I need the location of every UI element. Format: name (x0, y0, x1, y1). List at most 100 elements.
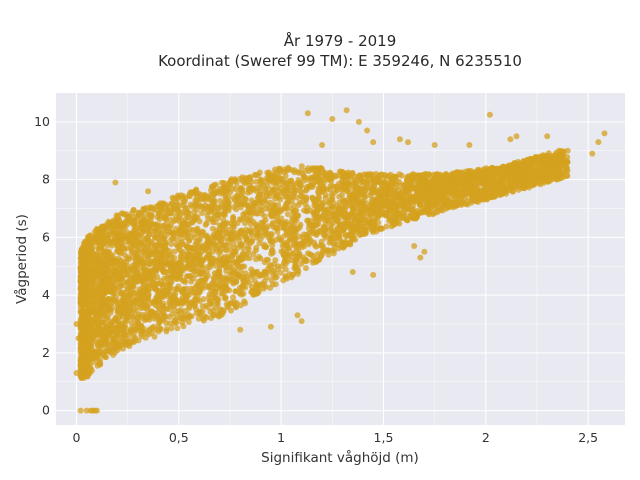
data-point (188, 219, 195, 226)
data-point (223, 286, 230, 293)
data-point (282, 203, 289, 210)
data-point (87, 232, 94, 239)
data-point (233, 206, 240, 213)
data-point (142, 334, 149, 341)
data-point (392, 220, 398, 227)
data-point (257, 255, 264, 262)
data-point (158, 317, 165, 324)
data-point (194, 230, 201, 237)
data-point (215, 269, 222, 276)
data-point (163, 201, 170, 208)
data-point (171, 320, 177, 327)
data-point (362, 187, 369, 194)
data-point (130, 283, 137, 290)
data-point (186, 193, 193, 200)
data-point (308, 228, 315, 235)
data-point (400, 212, 407, 219)
data-point (254, 231, 261, 238)
data-point (253, 223, 260, 230)
data-point (369, 171, 376, 178)
data-point (84, 373, 91, 380)
data-point (319, 248, 326, 255)
data-point (217, 285, 224, 292)
data-point (121, 338, 127, 345)
data-point (116, 314, 123, 321)
data-point (250, 251, 257, 257)
data-point (365, 210, 372, 217)
data-point (118, 321, 125, 328)
data-point (148, 214, 155, 221)
data-point (217, 226, 224, 232)
data-point (186, 237, 193, 244)
data-point (116, 284, 123, 291)
data-point (267, 189, 273, 196)
data-point (133, 231, 140, 237)
data-point (282, 273, 289, 280)
data-point (203, 268, 210, 275)
data-point (181, 308, 188, 314)
data-point (533, 156, 539, 163)
data-point (316, 256, 323, 263)
data-point (297, 240, 304, 247)
data-point (320, 243, 327, 250)
data-point (291, 188, 298, 195)
data-point (414, 207, 421, 214)
data-point (121, 264, 128, 271)
data-point (198, 210, 205, 217)
data-point (375, 193, 382, 200)
data-point (367, 201, 374, 208)
data-point (202, 202, 209, 208)
data-point (161, 289, 168, 296)
data-point (94, 228, 101, 234)
data-point (256, 193, 263, 200)
data-point (342, 197, 349, 204)
data-point (213, 234, 220, 241)
data-point (249, 269, 256, 275)
data-point (231, 301, 238, 308)
data-point (507, 183, 514, 190)
data-point (298, 182, 305, 189)
data-point (328, 210, 335, 217)
data-point (243, 251, 249, 258)
data-point (398, 192, 405, 199)
data-point (146, 316, 153, 323)
data-point (404, 217, 411, 224)
data-point (158, 207, 165, 214)
data-point (432, 197, 439, 204)
data-point (249, 202, 256, 209)
data-point (193, 247, 200, 253)
data-point (134, 314, 141, 321)
data-point (230, 215, 237, 222)
data-point (298, 190, 305, 197)
data-point (171, 248, 178, 255)
data-point (257, 236, 264, 243)
data-point (275, 220, 282, 227)
data-point (541, 155, 548, 162)
data-point (123, 245, 130, 252)
data-point (504, 167, 511, 173)
data-point (154, 222, 161, 229)
data-point (342, 233, 349, 240)
data-point (348, 181, 354, 188)
data-point (545, 150, 552, 157)
data-point (163, 220, 170, 227)
data-point (138, 278, 145, 285)
data-point (275, 202, 282, 209)
data-point (221, 254, 228, 260)
data-point (232, 288, 239, 295)
data-point (127, 292, 134, 298)
data-point (204, 243, 211, 250)
data-point (207, 264, 213, 271)
data-point (287, 178, 294, 184)
data-point (200, 229, 207, 236)
data-point (445, 204, 452, 211)
data-point (415, 172, 422, 179)
data-point (234, 220, 241, 227)
data-point (559, 156, 566, 163)
data-point (330, 250, 337, 257)
data-point (257, 181, 264, 188)
data-point (335, 219, 342, 226)
data-point (201, 195, 208, 202)
data-point (152, 242, 159, 249)
data-point (132, 265, 138, 272)
